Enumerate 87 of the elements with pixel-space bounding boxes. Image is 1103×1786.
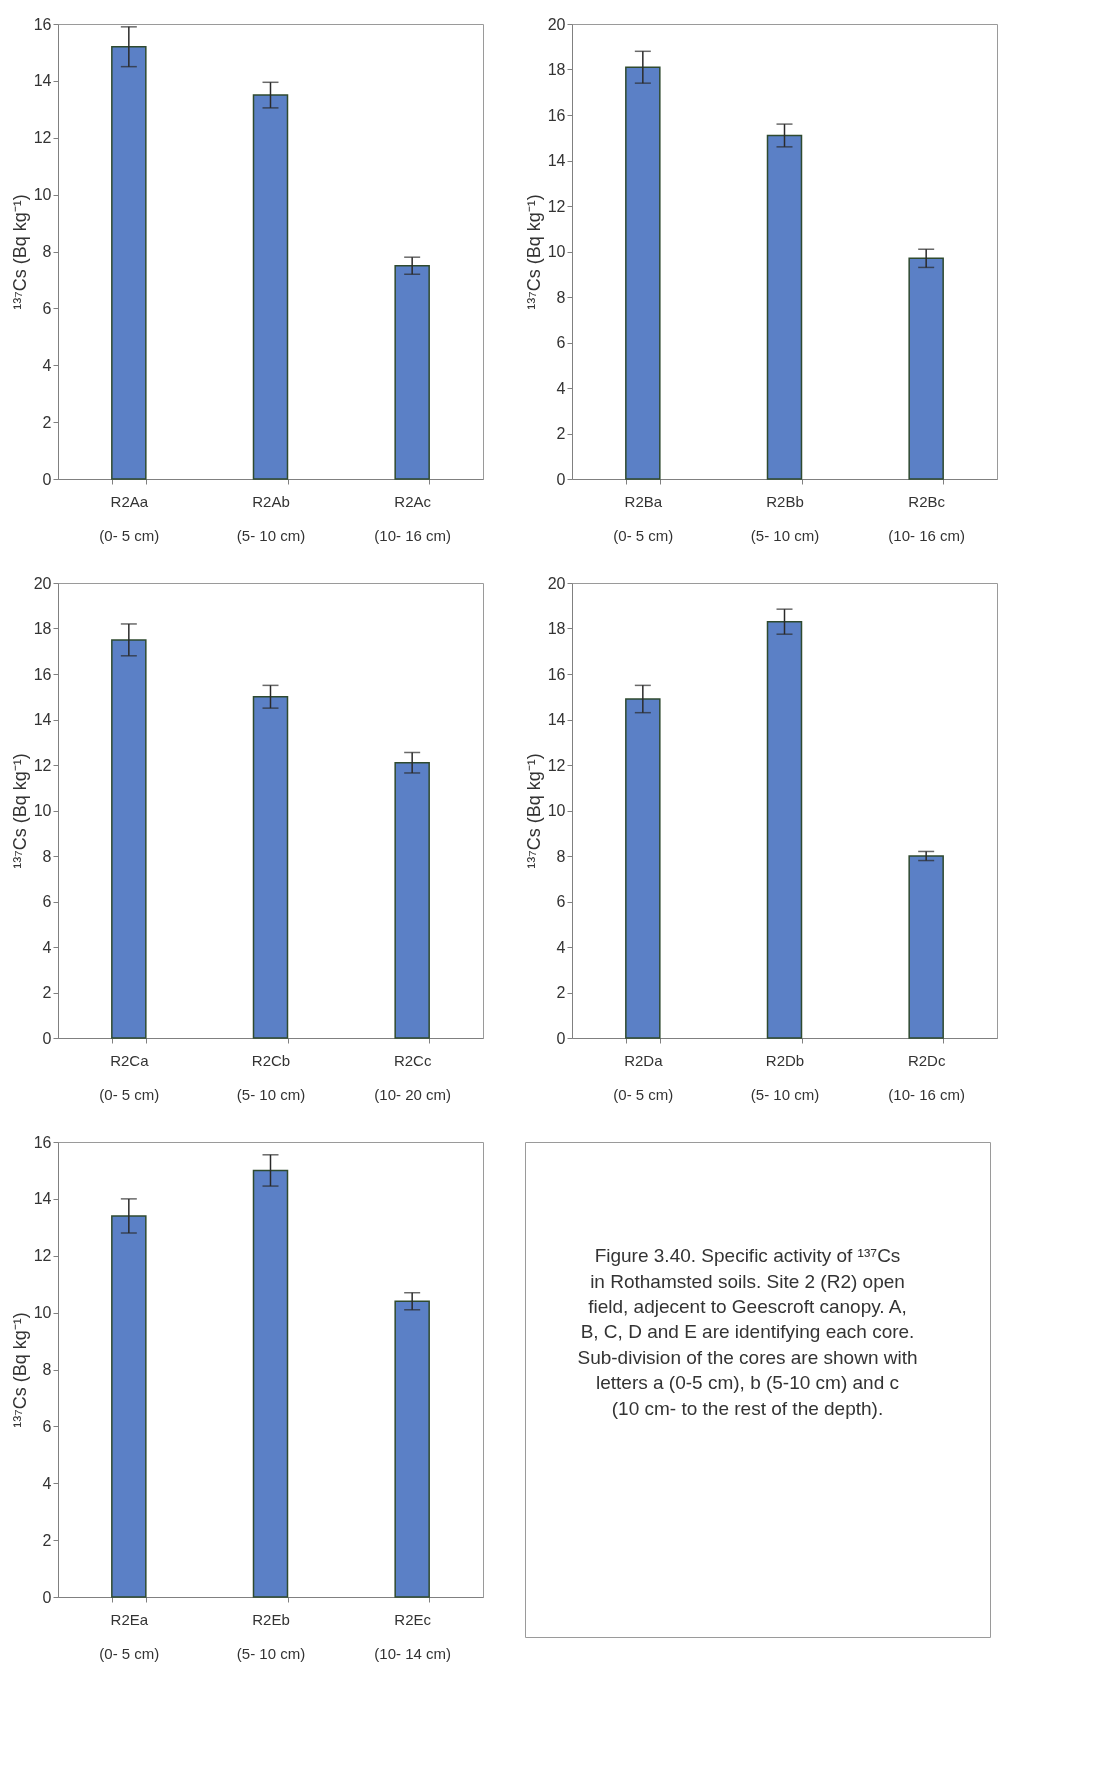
y-tick-label: 6 xyxy=(42,893,52,910)
x-tick-label: R2Ba (0- 5 cm) xyxy=(613,492,674,544)
y-tick-label: 14 xyxy=(33,72,52,90)
y-tick-label: 4 xyxy=(42,938,52,956)
y-tick-label: 12 xyxy=(547,756,566,774)
y-tick-label: 0 xyxy=(556,470,566,488)
x-tick-label: R2Ac (10- 16 cm) xyxy=(374,492,452,544)
y-tick-label: 12 xyxy=(33,1247,52,1265)
bar xyxy=(625,698,661,1039)
y-tick-label: 10 xyxy=(33,1304,52,1322)
x-tick-label: R2Bc (10- 16 cm) xyxy=(888,492,966,544)
y-axis-title: ¹³⁷Cs (Bq kg⁻¹) xyxy=(9,1312,30,1428)
bar xyxy=(394,761,430,1039)
x-tick-label: R2Ec (10- 14 cm) xyxy=(374,1610,452,1662)
x-tick-label: R2Bb (5- 10 cm) xyxy=(750,492,820,544)
y-tick-label: 12 xyxy=(33,756,52,774)
y-tick-label: 4 xyxy=(42,356,52,374)
y-tick-label: 0 xyxy=(556,1029,566,1047)
y-tick-label: 18 xyxy=(547,61,566,78)
bar xyxy=(908,855,944,1039)
y-tick-label: 12 xyxy=(33,129,52,147)
y-tick-label: 16 xyxy=(547,665,566,683)
x-tick-label: R2Da (0- 5 cm) xyxy=(613,1051,674,1103)
bar xyxy=(252,696,289,1039)
y-tick-label: 0 xyxy=(42,1029,52,1047)
x-tick-label: R2Eb (5- 10 cm) xyxy=(236,1610,306,1662)
y-tick-label: 0 xyxy=(42,1588,52,1606)
y-tick-label: 2 xyxy=(556,425,566,442)
x-tick-label: R2Ab (5- 10 cm) xyxy=(236,492,306,544)
y-tick-label: 12 xyxy=(547,197,566,215)
y-tick-label: 14 xyxy=(33,1190,52,1208)
y-tick-label: 18 xyxy=(33,620,52,637)
y-tick-label: 0 xyxy=(42,470,52,488)
y-tick-label: 4 xyxy=(42,1474,52,1492)
caption: Figure 3.40. Specific activity of ¹³⁷Cs in Rothamsted soils. Site 2 (R2) open field, adjecent to Geescroft canopy. A, B, C, D and E are identifying each core. Sub-division of the cores are shown with letters a (0-5 cm), b (5-10 cm) and c (10 cm- to the rest of the depth). xyxy=(577,1245,918,1419)
y-tick-label: 6 xyxy=(556,893,566,910)
y-tick-label: 4 xyxy=(556,938,566,956)
y-tick-label: 16 xyxy=(33,15,52,33)
y-tick-label: 16 xyxy=(33,665,52,683)
y-tick-label: 6 xyxy=(556,334,566,351)
y-axis-title: ¹³⁷Cs (Bq kg⁻¹) xyxy=(9,753,30,869)
y-tick-label: 2 xyxy=(42,1531,52,1549)
y-tick-label: 14 xyxy=(547,152,566,169)
y-axis-title: ¹³⁷Cs (Bq kg⁻¹) xyxy=(523,753,544,869)
y-tick-label: 8 xyxy=(556,288,566,306)
y-tick-label: 20 xyxy=(547,15,566,33)
y-tick-label: 2 xyxy=(42,984,52,1001)
y-tick-label: 6 xyxy=(42,299,52,317)
bar xyxy=(111,639,147,1039)
x-tick-label: R2Aa (0- 5 cm) xyxy=(99,492,160,544)
bar xyxy=(252,1169,289,1598)
bar xyxy=(625,66,661,480)
y-tick-label: 20 xyxy=(547,574,566,592)
x-tick-label: R2Cb (5- 10 cm) xyxy=(236,1051,306,1103)
x-tick-label: R2Dc (10- 16 cm) xyxy=(888,1051,966,1103)
y-tick-label: 10 xyxy=(547,802,566,819)
y-tick-label: 10 xyxy=(33,186,52,204)
y-tick-label: 4 xyxy=(556,379,566,397)
y-tick-label: 16 xyxy=(33,1133,52,1151)
y-tick-label: 14 xyxy=(547,711,566,728)
y-tick-label: 6 xyxy=(42,1417,52,1435)
y-tick-label: 20 xyxy=(33,574,52,592)
y-tick-label: 8 xyxy=(42,1361,52,1378)
y-tick-label: 8 xyxy=(42,847,52,865)
bar xyxy=(111,1215,147,1598)
x-tick-label: R2Ca (0- 5 cm) xyxy=(99,1051,160,1103)
bar xyxy=(766,620,803,1039)
y-tick-label: 16 xyxy=(547,106,566,124)
y-tick-label: 14 xyxy=(33,711,52,728)
y-axis-title: ¹³⁷Cs (Bq kg⁻¹) xyxy=(523,194,544,310)
y-axis-title: ¹³⁷Cs (Bq kg⁻¹) xyxy=(9,194,30,310)
y-tick-label: 2 xyxy=(42,413,52,431)
x-tick-label: R2Cc (10- 20 cm) xyxy=(374,1051,452,1103)
y-tick-label: 18 xyxy=(547,620,566,637)
bar xyxy=(394,264,430,480)
y-tick-label: 10 xyxy=(33,802,52,819)
bar xyxy=(111,46,147,480)
y-tick-label: 10 xyxy=(547,243,566,260)
bar xyxy=(394,1300,430,1598)
y-tick-label: 8 xyxy=(556,847,566,865)
bar xyxy=(908,257,944,480)
y-tick-label: 8 xyxy=(42,243,52,260)
y-tick-label: 2 xyxy=(556,984,566,1001)
bar xyxy=(766,134,803,480)
x-tick-label: R2Db (5- 10 cm) xyxy=(750,1051,820,1103)
x-tick-label: R2Ea (0- 5 cm) xyxy=(99,1610,160,1662)
bar xyxy=(252,94,289,480)
